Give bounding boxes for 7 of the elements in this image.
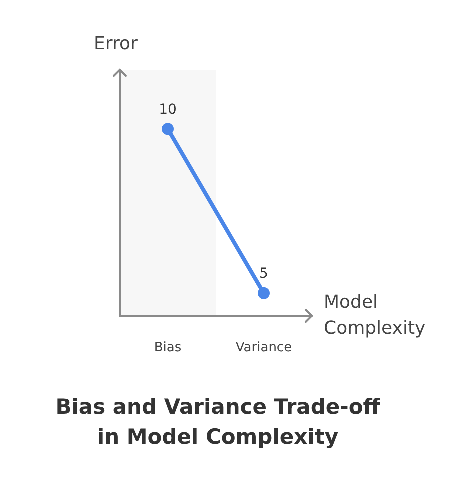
text: Bias and Variance Trade-off in Model Complexity: [54, 394, 382, 451]
data-label: 10: [159, 102, 177, 118]
x-tick-label: Variance: [236, 340, 292, 356]
data-label: 5: [260, 266, 268, 282]
y-axis-title: Error: [94, 34, 138, 55]
x-tick-label: Bias: [154, 340, 182, 356]
x-axis-title: Model Complexity: [324, 292, 426, 340]
